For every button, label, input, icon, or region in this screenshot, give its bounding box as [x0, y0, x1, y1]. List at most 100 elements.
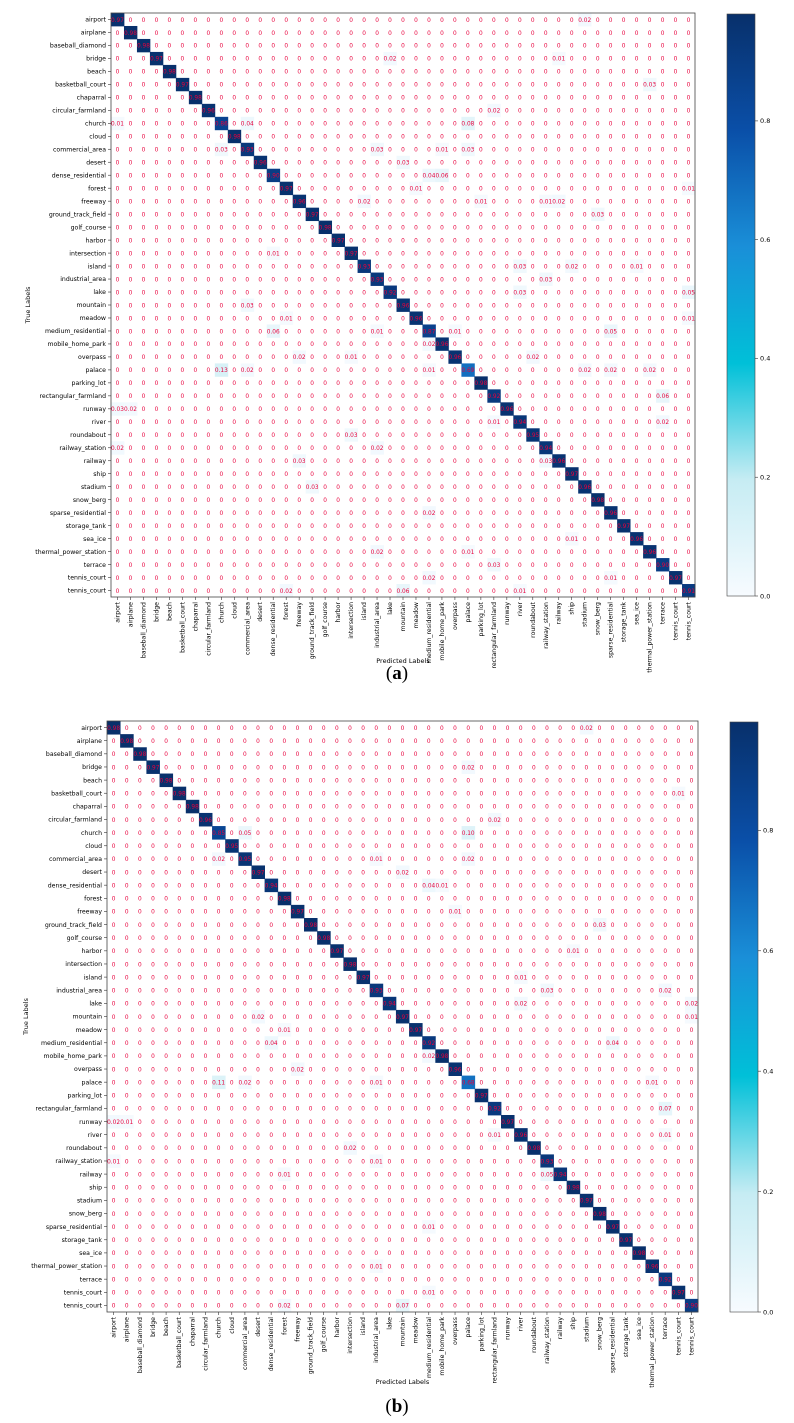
matrix-b-cell-value: 0	[545, 818, 549, 824]
matrix-b-cell-value: 0	[453, 1277, 457, 1283]
matrix-a-cell-value: 0	[401, 407, 405, 413]
matrix-a-cell-value: 0	[245, 342, 249, 348]
matrix-a-cell-value: 0	[570, 394, 574, 400]
matrix-b-cell-value: 0	[598, 1054, 602, 1060]
matrix-a-cell-value: 0	[609, 148, 613, 154]
matrix-b-cell-value: 0	[164, 897, 168, 903]
matrix-b-cell-value: 0	[322, 1264, 326, 1270]
matrix-b-cell-value: 0	[611, 805, 615, 811]
matrix-a-cell-value: 0.05	[682, 290, 695, 296]
matrix-a-cell-value: 0	[142, 472, 146, 478]
matrix-a-cell-value: 0	[466, 238, 470, 244]
matrix-a-cell-value: 0	[375, 563, 379, 569]
matrix-a-cell	[552, 194, 566, 209]
matrix-b-cell-value: 0	[690, 844, 694, 850]
matrix-a-cell-value: 0	[531, 212, 535, 218]
matrix-b-cell-value: 0	[151, 1028, 155, 1034]
matrix-a-cell-value: 0	[557, 394, 561, 400]
matrix-a-cell-value: 0	[661, 446, 665, 452]
matrix-a-cell-value: 0	[401, 264, 405, 270]
matrix-a-y-tick-label: commercial_area	[53, 146, 106, 153]
matrix-b-cell-value: 0	[309, 1002, 313, 1008]
matrix-a-cell-value: 0	[466, 459, 470, 465]
matrix-a-cell-value: 0.01	[682, 316, 695, 322]
matrix-a-cell-value: 0	[531, 44, 535, 50]
matrix-b-cell-value: 0	[558, 1264, 562, 1270]
matrix-a-cell-value: 0.03	[643, 83, 656, 89]
matrix-a-cell-value: 0	[310, 446, 314, 452]
matrix-b-cell-value: 0	[204, 1264, 208, 1270]
matrix-b-cell-value: 0	[440, 949, 444, 955]
matrix-a-cell-value: 0	[531, 368, 535, 374]
matrix-a-cell-value: 0	[479, 161, 483, 167]
matrix-a-cell-value: 0	[583, 472, 587, 478]
matrix-b-cell-value: 0	[624, 1002, 628, 1008]
matrix-b-cell-value: 0	[440, 792, 444, 798]
matrix-a-cell-value: 0	[388, 537, 392, 543]
matrix-a-cell-value: 0	[674, 511, 678, 517]
matrix-a-cell-value: 0	[284, 212, 288, 218]
matrix-a-cell-value: 0	[155, 187, 159, 193]
matrix-b-cell-value: 0	[479, 1212, 483, 1218]
matrix-b-cell-value: 0	[611, 1251, 615, 1257]
matrix-a-cell-value: 0	[168, 550, 172, 556]
matrix-b-cell-value: 0	[269, 1054, 273, 1060]
matrix-a-cell-value: 0	[531, 511, 535, 517]
matrix-b-cell-value: 0	[598, 739, 602, 745]
matrix-b-cell-value: 0	[322, 1067, 326, 1073]
matrix-b-cell-value: 0	[401, 1120, 405, 1126]
matrix-a-cell-value: 0.90	[267, 174, 280, 180]
matrix-b-cell-value: 0	[269, 1238, 273, 1244]
matrix-b-cell-value: 0	[519, 1251, 523, 1257]
matrix-b-cell-value: 0	[164, 870, 168, 876]
matrix-b-cell-value: 0	[401, 1067, 405, 1073]
matrix-a-cell-value: 0	[116, 277, 120, 283]
matrix-a-cell-value: 0.98	[591, 498, 604, 504]
matrix-a-cell-value: 0	[687, 18, 691, 24]
matrix-b-cell-value: 0	[532, 897, 536, 903]
matrix-a-cell-value: 0	[284, 472, 288, 478]
matrix-b-cell-value: 0	[112, 1225, 116, 1231]
matrix-a-cell-value: 0	[155, 96, 159, 102]
matrix-a-cell-value: 0	[194, 199, 198, 205]
matrix-a-cell-value: 0	[181, 589, 185, 595]
matrix-b-cell-value: 0.07	[396, 1304, 409, 1310]
matrix-b-cell-value: 0	[230, 726, 234, 732]
matrix-a-cell-value: 0	[492, 251, 496, 257]
matrix-b-cell-value: 0	[151, 1251, 155, 1257]
matrix-a-cell-value: 0	[414, 576, 418, 582]
matrix-b-cell-value: 0	[558, 936, 562, 942]
matrix-a-cell-value: 0.96	[397, 303, 410, 309]
matrix-b-cell-value: 0	[558, 910, 562, 916]
matrix-a-cell-value: 0	[258, 109, 262, 115]
matrix-a-cell-value: 0	[271, 57, 275, 63]
matrix-a-cell-value: 0	[674, 420, 678, 426]
matrix-b-cell-value: 0	[164, 831, 168, 837]
matrix-a-cell-value: 0	[116, 589, 120, 595]
matrix-b-cell-value: 0	[690, 1133, 694, 1139]
matrix-b-cell	[553, 1167, 568, 1182]
matrix-a-cell-value: 0	[570, 277, 574, 283]
matrix-a-cell-value: 0	[232, 472, 236, 478]
matrix-b-cell-value: 0	[676, 1080, 680, 1086]
matrix-b-cell-value: 0	[230, 897, 234, 903]
matrix-b-cell-value: 0	[269, 726, 273, 732]
matrix-a-cell	[409, 311, 423, 325]
matrix-a-cell-value: 0	[116, 70, 120, 76]
matrix-a-cell-value: 0	[232, 238, 236, 244]
matrix-a-cell-value: 0	[168, 83, 172, 89]
matrix-a-cell-value: 0	[181, 407, 185, 413]
matrix-b-cell-value: 0	[637, 1172, 641, 1178]
matrix-b-cell-value: 0	[112, 936, 116, 942]
matrix-b-cell-value: 0	[335, 1238, 339, 1244]
matrix-b-cell-value: 0	[361, 897, 365, 903]
matrix-b-cell-value: 0	[151, 1080, 155, 1086]
matrix-a-cell-value: 0	[414, 511, 418, 517]
matrix-a-cell-value: 0	[284, 225, 288, 231]
matrix-a-cell-value: 0	[531, 576, 535, 582]
matrix-a-cell-value: 0	[466, 225, 470, 231]
matrix-a-cell-value: 0	[297, 550, 301, 556]
matrix-b-cell-value: 0	[401, 1264, 405, 1270]
matrix-b-cell	[369, 852, 384, 866]
matrix-a-cell-value: 0	[219, 174, 223, 180]
